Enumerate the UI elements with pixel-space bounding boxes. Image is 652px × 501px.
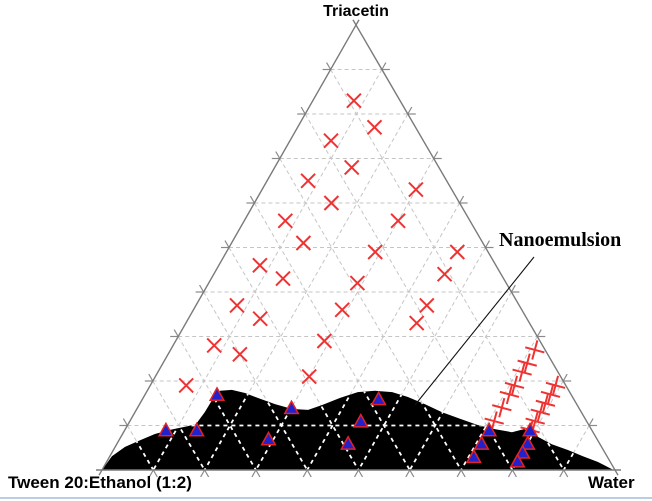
x-marker	[517, 353, 538, 374]
x-marker	[436, 266, 453, 282]
nanoemulsion-region	[102, 389, 612, 470]
x-marker	[316, 333, 333, 349]
x-marker	[524, 340, 545, 360]
x-marker	[390, 213, 406, 229]
x-marker	[252, 257, 268, 274]
x-marker	[178, 377, 194, 394]
x-marker	[512, 362, 532, 382]
x-marker	[275, 270, 291, 287]
x-marker	[504, 375, 525, 396]
series-x-markers	[520, 375, 566, 440]
triangle-marker	[473, 435, 490, 450]
x-marker	[366, 119, 383, 136]
x-marker	[484, 411, 505, 431]
series-x-markers	[178, 92, 466, 394]
axis-ticks	[119, 62, 598, 478]
x-marker	[349, 275, 366, 291]
x-marker	[408, 315, 425, 331]
x-marker	[334, 302, 350, 318]
top-vertex-label: Triacetin	[323, 3, 389, 20]
triangle-marker	[509, 453, 526, 468]
x-marker	[346, 92, 362, 109]
triangle-marker	[283, 399, 300, 415]
x-marker	[449, 244, 466, 260]
x-marker	[300, 173, 316, 189]
triangle-marker	[522, 421, 539, 437]
triangle-marker	[465, 448, 482, 464]
x-marker	[419, 297, 435, 314]
x-marker	[277, 213, 294, 229]
nanoemulsion-annotation-label: Nanoemulsion	[499, 229, 622, 251]
x-marker	[206, 337, 222, 354]
triangle-marker	[514, 444, 531, 459]
x-marker	[229, 297, 245, 314]
x-marker	[535, 393, 556, 414]
x-marker	[530, 402, 551, 422]
x-marker	[499, 384, 520, 405]
triangle-marker	[260, 430, 277, 446]
triangle-marker	[481, 421, 498, 437]
triangle-marker	[208, 386, 226, 401]
triangle-marker	[340, 435, 357, 450]
x-marker	[301, 368, 317, 385]
triangle-marker	[157, 421, 174, 437]
x-marker	[343, 159, 360, 176]
triangle-marker	[519, 435, 536, 450]
right-vertex-label: Water	[588, 473, 635, 492]
x-marker	[525, 411, 546, 431]
x-marker	[252, 310, 268, 327]
x-marker	[545, 375, 566, 396]
left-vertex-label: Tween 20:Ethanol (1:2)	[8, 473, 192, 492]
triangle-marker	[352, 413, 369, 428]
x-marker	[323, 195, 340, 211]
triangle-edges	[96, 19, 621, 476]
annotation-pointer-line	[414, 256, 535, 406]
x-marker	[540, 384, 561, 405]
page-bottom-rule	[0, 497, 652, 499]
series-triangle-markers	[157, 386, 539, 468]
x-marker	[295, 235, 312, 251]
x-marker	[491, 397, 512, 418]
x-marker	[232, 346, 248, 363]
triangle-marker	[370, 390, 387, 406]
x-marker	[408, 181, 424, 198]
series-x-markers	[484, 340, 545, 431]
x-marker	[323, 132, 339, 149]
triangle-marker	[188, 421, 205, 437]
x-marker	[367, 244, 383, 260]
